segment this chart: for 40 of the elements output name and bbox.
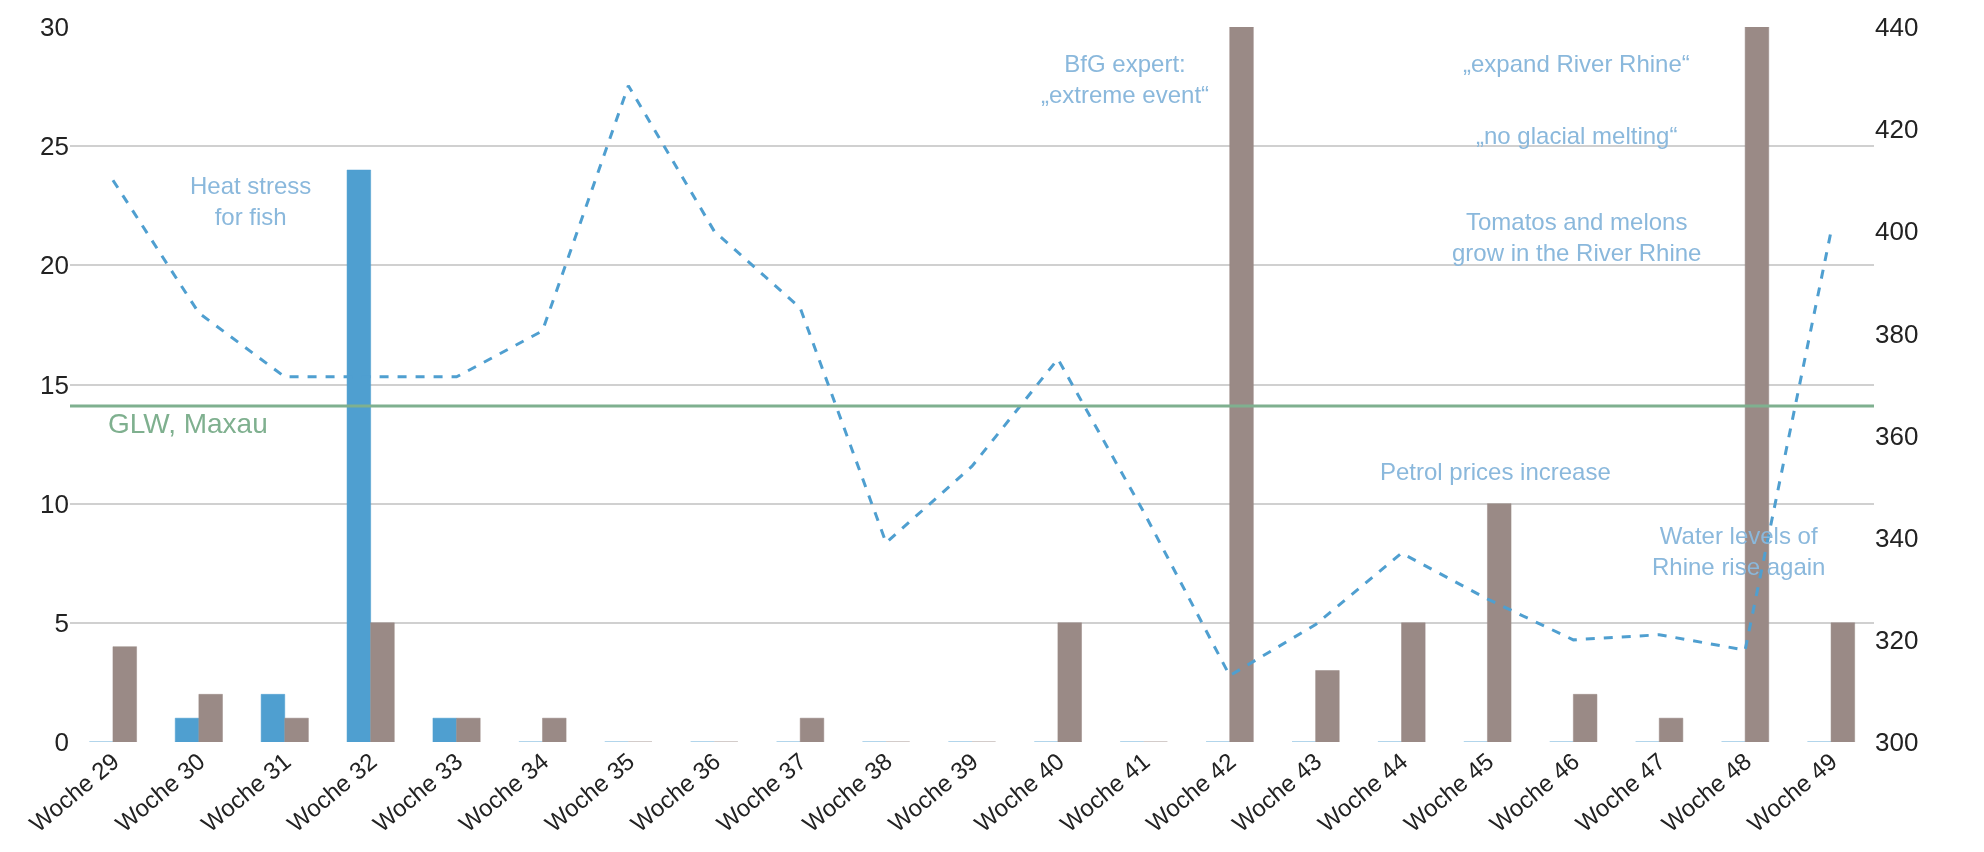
annotation: Petrol prices increase [1380,458,1611,485]
y-tick-label: 5 [54,607,69,638]
bar [432,717,457,742]
y-tick-label: 20 [40,250,69,281]
annotation: „expand River Rhine“ [1463,50,1690,77]
bar [112,646,137,742]
y-tick-label: 0 [54,727,69,758]
bar [1573,694,1598,742]
y2-tick-label: 300 [1875,727,1919,758]
bar [1315,670,1340,742]
bar [260,694,286,742]
bar [370,622,395,742]
y2-tick-label: 400 [1875,216,1919,247]
y2-tick-label: 380 [1875,318,1919,349]
bar [198,694,223,742]
bar [1487,503,1512,742]
y-tick-label: 30 [40,12,69,43]
ref-line-label: GLW, Maxau [108,408,268,439]
bar [1229,27,1254,742]
bar [542,717,567,742]
bar [1830,622,1855,742]
y2-tick-label: 340 [1875,522,1919,553]
bar [456,717,481,742]
bar [799,717,825,742]
y2-tick-label: 420 [1875,114,1919,145]
y-tick-label: 10 [40,488,69,519]
bar [1057,622,1082,742]
annotation: Tomatos and melons grow in the River Rhine [1452,208,1702,267]
y-tick-label: 25 [40,131,69,162]
bar [284,717,309,742]
y2-tick-label: 440 [1875,12,1919,43]
bar [174,717,200,742]
annotation: „no glacial melting“ [1476,122,1678,149]
bar [1401,622,1426,742]
bar [1658,717,1684,742]
y2-tick-label: 320 [1875,624,1919,655]
annotation: Heat stress for fish [190,172,312,231]
y-tick-label: 15 [40,369,69,400]
annotation: BfG expert: „extreme event“ [1041,50,1210,109]
y2-tick-label: 360 [1875,420,1919,451]
